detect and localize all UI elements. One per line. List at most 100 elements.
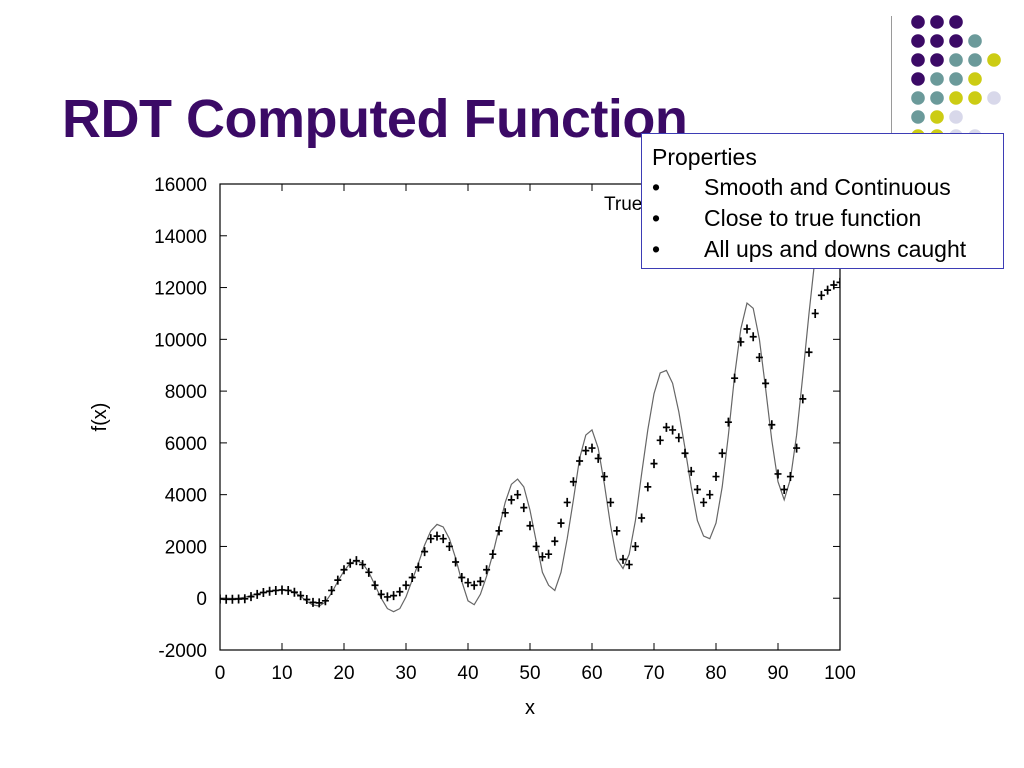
decorative-dot: [968, 72, 982, 86]
decorative-dot: [968, 91, 982, 105]
decorative-dot: [930, 72, 944, 86]
rdt-point: [644, 482, 652, 492]
x-tick-label: 30: [395, 663, 416, 684]
decorative-dot: [949, 15, 963, 29]
rdt-point: [315, 598, 323, 608]
decorative-dot: [930, 110, 944, 124]
rdt-point: [638, 513, 646, 523]
decorative-divider-line: [891, 16, 892, 146]
rdt-point: [266, 586, 274, 596]
bullet: •: [652, 205, 661, 231]
y-tick-label: 10000: [154, 330, 207, 351]
rdt-point: [712, 472, 720, 482]
decorative-dot: [930, 34, 944, 48]
decorative-dot: [987, 91, 1001, 105]
series-rdt: [220, 277, 840, 608]
rdt-point: [241, 594, 249, 604]
properties-item: • Smooth and Continuous: [652, 172, 993, 203]
properties-list: • Smooth and Continuous • Close to true fu…: [652, 172, 993, 265]
rdt-point: [824, 285, 832, 295]
rdt-point: [551, 536, 559, 546]
x-tick-label: 0: [215, 663, 226, 684]
rdt-point: [445, 541, 453, 551]
rdt-point: [600, 472, 608, 482]
rdt-point: [272, 585, 280, 595]
rdt-point: [619, 554, 627, 564]
properties-item-text: Smooth and Continuous: [704, 174, 951, 200]
rdt-point: [501, 508, 509, 518]
rdt-point: [774, 469, 782, 479]
decorative-dot: [930, 15, 944, 29]
rdt-point: [755, 352, 763, 362]
series-line-true: [220, 187, 840, 613]
rdt-point: [669, 425, 677, 435]
properties-item: • All ups and downs caught: [652, 234, 993, 265]
rdt-point: [662, 422, 670, 432]
rdt-point: [346, 558, 354, 568]
decorative-dot: [987, 53, 1001, 67]
rdt-point: [656, 435, 664, 445]
rdt-point: [495, 526, 503, 536]
rdt-point: [749, 332, 757, 342]
decorative-dot: [930, 91, 944, 105]
rdt-point: [805, 347, 813, 357]
rdt-point: [588, 443, 596, 453]
x-tick-label: 40: [457, 663, 478, 684]
rdt-point: [507, 495, 515, 505]
rdt-point: [470, 580, 478, 590]
rdt-point: [817, 290, 825, 300]
rdt-point: [793, 443, 801, 453]
rdt-point: [297, 591, 305, 601]
y-tick-label: 8000: [165, 382, 207, 403]
rdt-point: [538, 552, 546, 562]
decorative-dot: [911, 53, 925, 67]
y-tick-label: 2000: [165, 537, 207, 558]
decorative-dot: [949, 110, 963, 124]
rdt-point: [365, 567, 373, 577]
rdt-point: [328, 585, 336, 595]
rdt-point: [514, 490, 522, 500]
rdt-point: [650, 459, 658, 469]
rdt-point: [421, 547, 429, 557]
decorative-dot: [968, 53, 982, 67]
decorative-dot: [911, 34, 925, 48]
rdt-point: [731, 373, 739, 383]
y-tick-label: 6000: [165, 434, 207, 455]
y-tick-label: 14000: [154, 227, 207, 248]
decorative-dot: [949, 34, 963, 48]
rdt-point: [625, 560, 633, 570]
y-tick-label: 4000: [165, 486, 207, 507]
rdt-point: [396, 587, 404, 597]
rdt-point: [483, 565, 491, 575]
x-tick-label: 50: [519, 663, 540, 684]
rdt-point: [309, 597, 317, 607]
y-tick-label: -2000: [158, 641, 207, 662]
rdt-point: [402, 580, 410, 590]
rdt-point: [563, 497, 571, 507]
rdt-point: [247, 592, 255, 602]
rdt-point: [631, 541, 639, 551]
rdt-point: [464, 578, 472, 588]
rdt-point: [383, 592, 391, 602]
y-tick-label: 16000: [154, 175, 207, 196]
rdt-point: [811, 308, 819, 318]
rdt-point: [718, 448, 726, 458]
rdt-point: [476, 576, 484, 586]
rdt-point: [799, 394, 807, 404]
rdt-point: [569, 477, 577, 487]
x-tick-label: 80: [705, 663, 726, 684]
slide-title: RDT Computed Function: [62, 89, 688, 149]
legend-label-true: True: [604, 194, 642, 215]
rdt-point: [235, 594, 243, 604]
x-tick-label: 20: [333, 663, 354, 684]
rdt-point: [700, 497, 708, 507]
properties-item: • Close to true function: [652, 203, 993, 234]
decorative-dot: [949, 72, 963, 86]
decorative-dot: [911, 110, 925, 124]
x-axis-label: x: [525, 697, 535, 719]
decorative-dot: [911, 72, 925, 86]
y-axis-label: f(x): [89, 403, 111, 432]
rdt-point: [228, 594, 236, 604]
rdt-point: [439, 534, 447, 544]
